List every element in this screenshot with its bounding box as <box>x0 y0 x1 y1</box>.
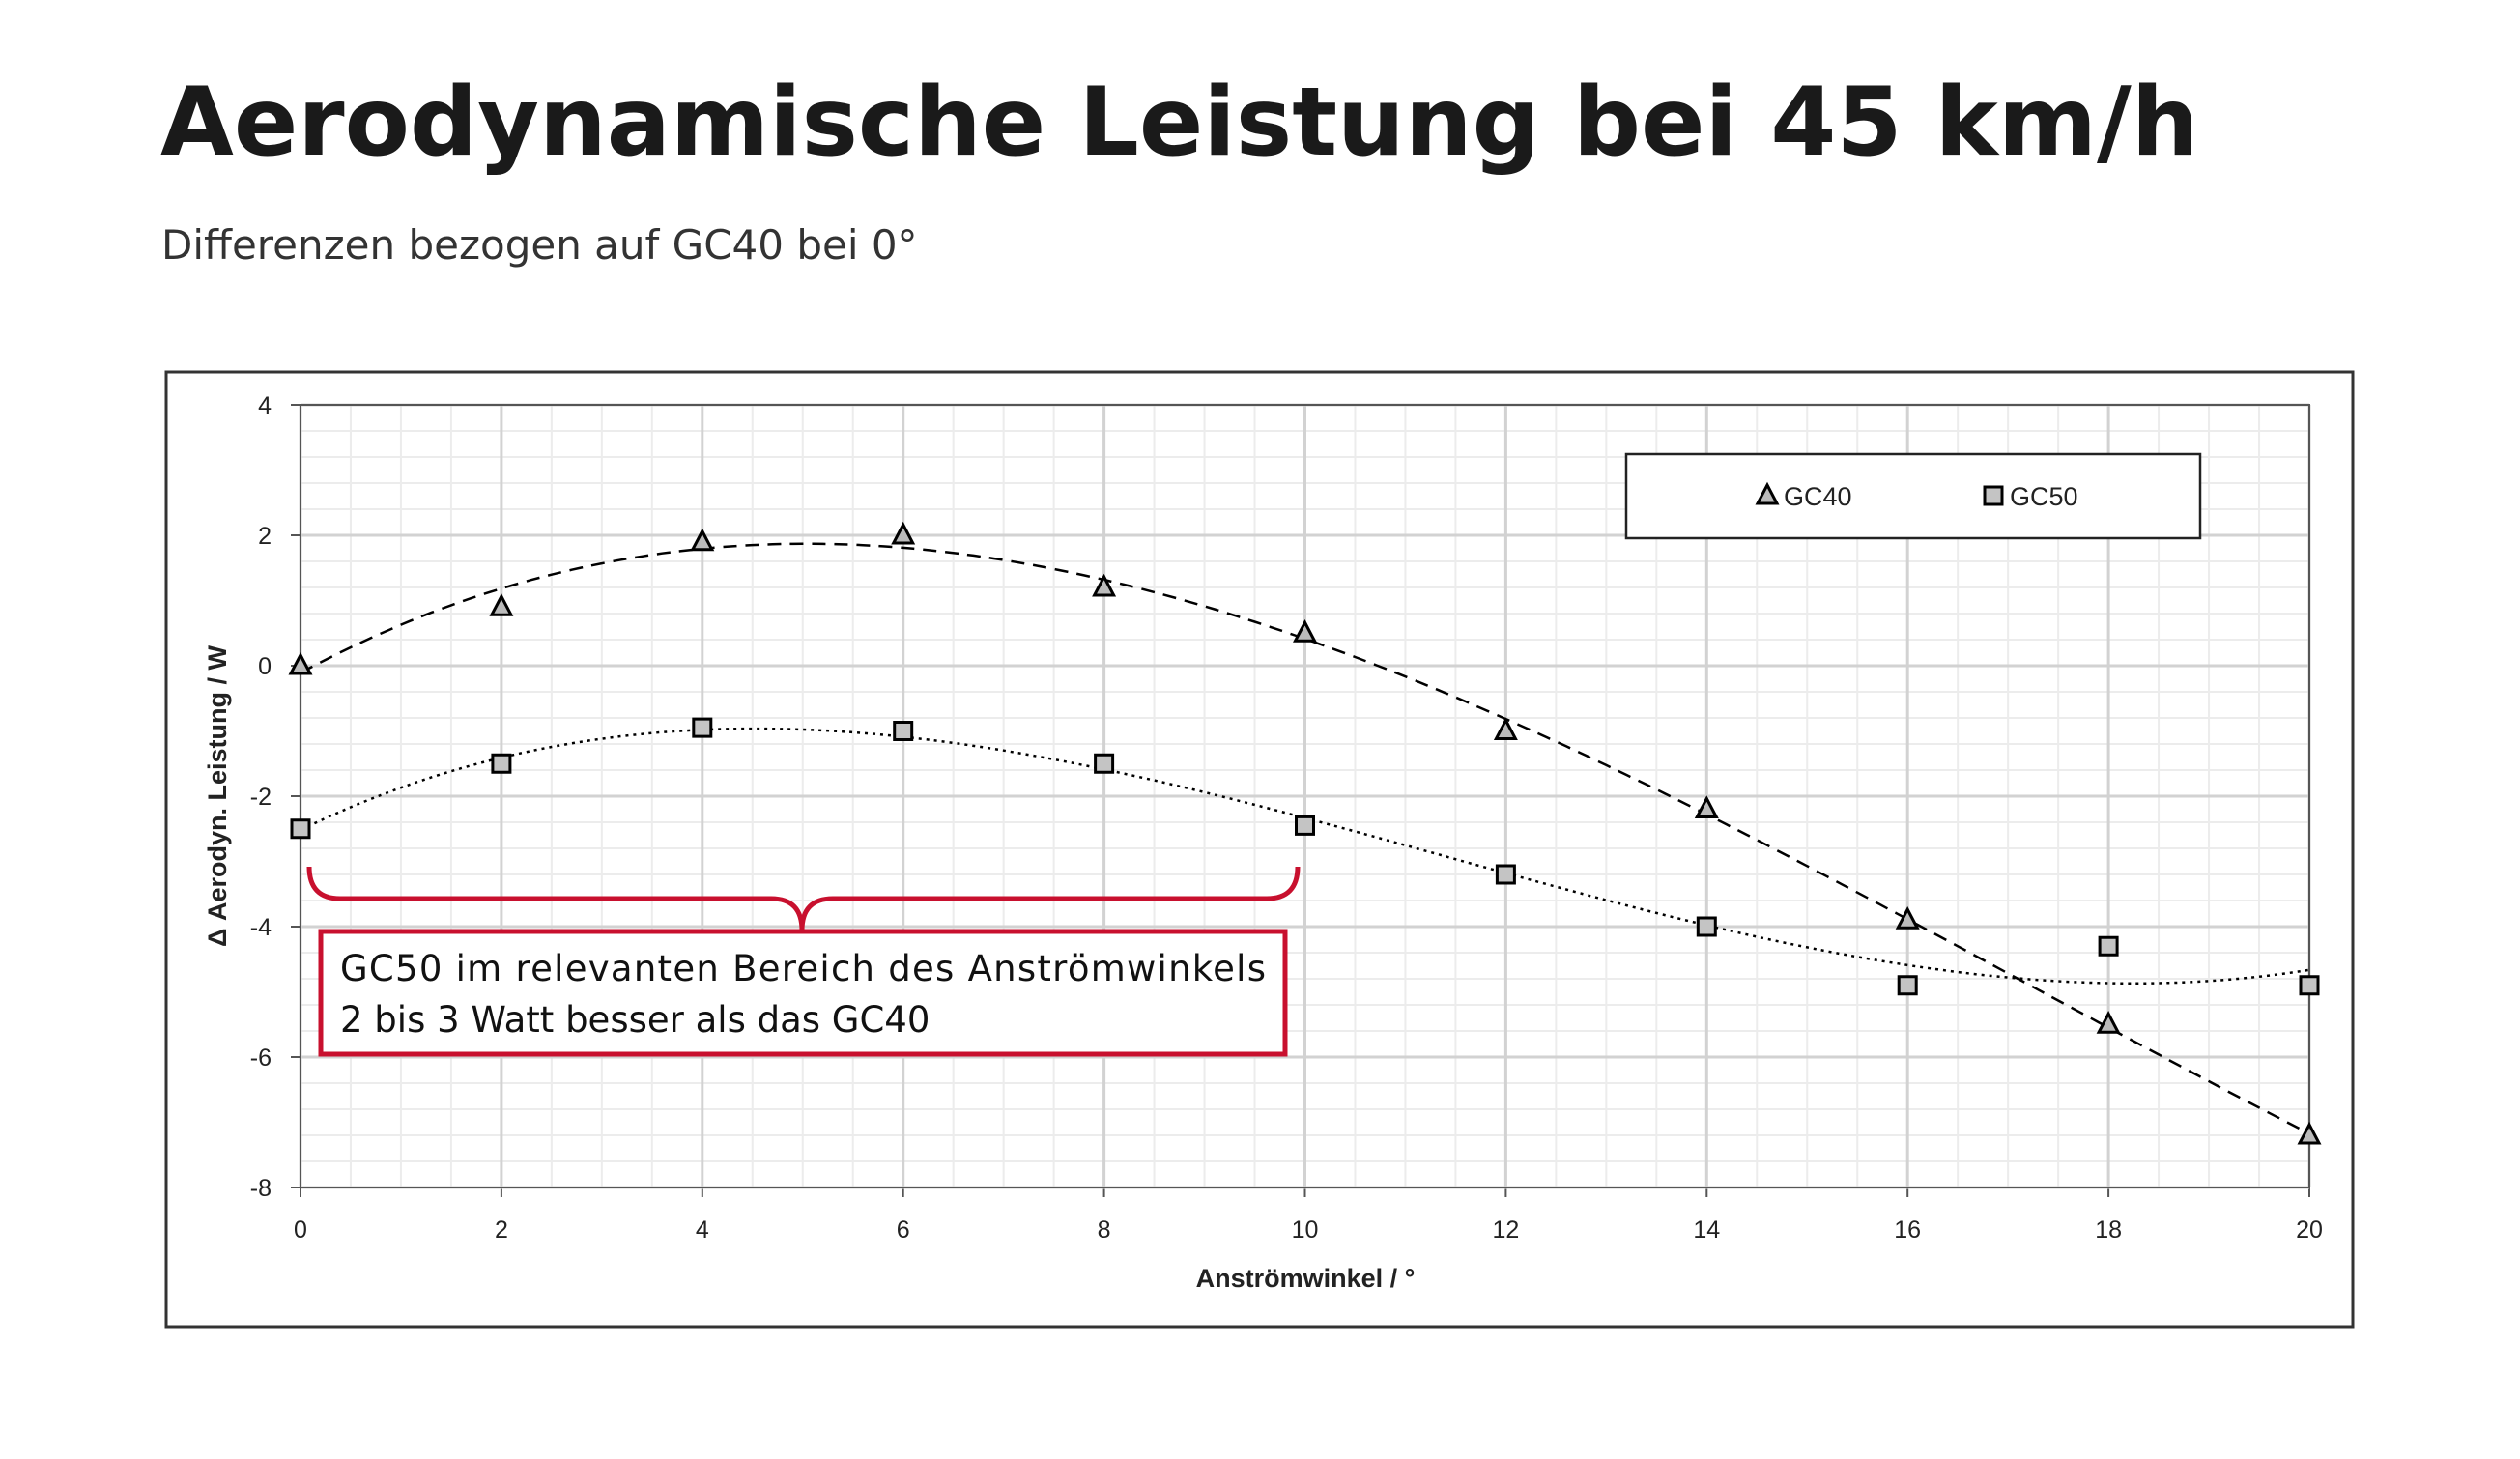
y-tick-label: 0 <box>258 653 272 680</box>
y-axis-label: Δ Aerodyn. Leistung / W <box>203 645 232 947</box>
marker-triangle <box>891 521 916 545</box>
legend-label: GC40 <box>1784 482 1852 511</box>
marker-triangle <box>690 528 715 552</box>
x-tick-label: 10 <box>1292 1216 1319 1244</box>
marker-square <box>1094 753 1115 774</box>
marker-square <box>1696 916 1717 937</box>
y-tick-label: -6 <box>250 1044 272 1072</box>
page-title: Aerodynamische Leistung bei 45 km/h <box>160 68 2199 178</box>
marker-square <box>290 818 311 840</box>
x-tick-label: 14 <box>1693 1216 1720 1244</box>
legend-marker <box>1983 485 2004 506</box>
plot-border <box>300 404 2310 1188</box>
x-tick-label: 20 <box>2296 1216 2323 1244</box>
page-subtitle: Differenzen bezogen auf GC40 bei 0° <box>161 221 918 269</box>
x-axis-label: Anströmwinkel / ° <box>1196 1264 1416 1293</box>
annotation-text: GC50 im relevanten Bereich des Anströmwi… <box>340 948 1266 989</box>
marker-square <box>692 717 713 738</box>
marker-triangle <box>1092 573 1117 597</box>
marker-triangle <box>2096 1011 2121 1034</box>
marker-square <box>2299 975 2320 996</box>
marker-triangle <box>1895 906 1920 930</box>
legend-label: GC50 <box>2010 482 2078 511</box>
x-tick-label: 6 <box>897 1216 910 1244</box>
marker-square <box>893 721 914 741</box>
y-tick-label: 4 <box>258 392 272 419</box>
x-tick-label: 18 <box>2095 1216 2122 1244</box>
x-tick-label: 2 <box>495 1216 508 1244</box>
marker-square <box>1295 815 1315 836</box>
x-tick-label: 8 <box>1098 1216 1111 1244</box>
marker-triangle <box>489 593 514 616</box>
x-tick-label: 16 <box>1894 1216 1921 1244</box>
x-tick-label: 4 <box>696 1216 709 1244</box>
marker-triangle <box>288 651 313 675</box>
trendline <box>300 542 2310 1135</box>
marker-square <box>1495 864 1516 885</box>
legend-box <box>1624 452 2202 540</box>
y-tick-label: -4 <box>250 914 272 941</box>
annotation-box <box>318 929 1288 1057</box>
y-tick-label: -2 <box>250 784 272 811</box>
x-tick-label: 12 <box>1492 1216 1519 1244</box>
marker-triangle <box>1493 717 1518 740</box>
marker-square <box>2098 935 2119 957</box>
marker-square <box>1897 975 1918 996</box>
y-tick-label: 2 <box>258 523 272 550</box>
marker-triangle <box>1694 795 1719 818</box>
annotation-text: 2 bis 3 Watt besser als das GC40 <box>340 999 930 1041</box>
x-tick-label: 0 <box>294 1216 307 1244</box>
marker-triangle <box>1293 619 1317 643</box>
marker-square <box>491 753 512 774</box>
legend-marker <box>1755 481 1780 505</box>
y-tick-label: -8 <box>250 1175 272 1202</box>
marker-triangle <box>2297 1121 2322 1145</box>
